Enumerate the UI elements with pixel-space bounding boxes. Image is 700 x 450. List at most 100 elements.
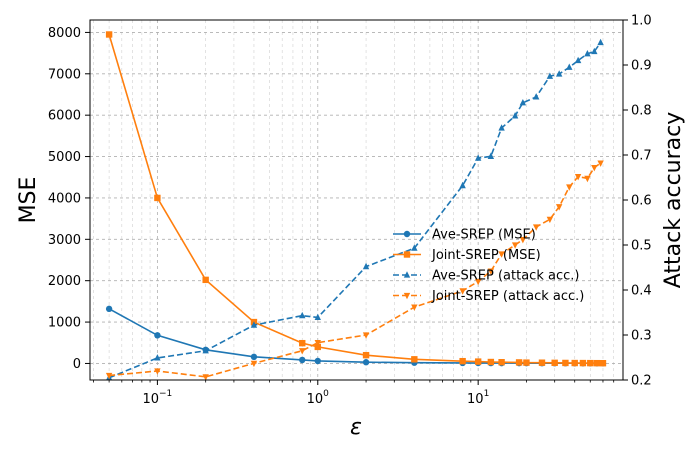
data-point: [519, 237, 527, 244]
data-point: [511, 112, 519, 119]
y-tick-label: 0: [73, 357, 81, 372]
y-axis-title-right: Attack accuracy: [661, 112, 686, 288]
y-axis-right: 0.2 0.3 0.4 0.5 0.6 0.7 0.8 0.9 1.0: [623, 14, 652, 389]
y-tick-label: 5000: [48, 150, 81, 165]
data-point: [487, 268, 495, 275]
data-point: [498, 251, 505, 258]
data-point: [202, 374, 209, 381]
x-axis-title: ε: [350, 415, 362, 440]
data-point: [411, 304, 418, 311]
x-axis: 10−1 100 101: [93, 380, 615, 407]
data-point: [362, 332, 370, 339]
data-point: [591, 47, 598, 55]
y-tick-label: 3000: [48, 233, 81, 248]
data-point: [584, 175, 591, 183]
data-point: [519, 99, 527, 106]
data-point: [202, 276, 209, 284]
y-tick-label: 1000: [48, 316, 81, 331]
y-tick-label: 6000: [48, 109, 81, 124]
data-point: [584, 49, 591, 57]
plot-background: [90, 20, 623, 380]
data-point: [566, 63, 573, 70]
data-point: [487, 152, 495, 159]
data-point: [555, 204, 563, 211]
data-point: [105, 305, 113, 313]
series-1: [105, 31, 607, 367]
y2-tick-label: 0.8: [631, 104, 652, 119]
data-point: [299, 339, 306, 347]
data-point: [411, 356, 418, 363]
data-point: [299, 311, 306, 319]
x-tick-label: 101: [467, 389, 489, 407]
data-point: [532, 224, 540, 231]
data-point: [154, 368, 161, 375]
y2-tick-label: 1.0: [631, 14, 652, 29]
legend-marker: [403, 292, 411, 300]
legend-label: Ave-SREP (attack acc.): [432, 269, 579, 284]
legend-entry: Joint-SREP (attack acc.): [393, 289, 584, 304]
data-point: [314, 340, 321, 347]
legend: Ave-SREP (MSE) Joint-SREP (MSE) Ave-SREP (…: [393, 228, 584, 304]
x-tick-label: 10−1: [142, 389, 172, 407]
data-point: [566, 184, 573, 191]
y-tick-label: 7000: [48, 67, 81, 82]
legend-label: Joint-SREP (attack acc.): [431, 289, 584, 304]
data-point: [538, 359, 546, 366]
data-point: [587, 359, 594, 367]
y2-tick-label: 0.3: [631, 329, 652, 344]
legend-label: Ave-SREP (MSE): [432, 228, 536, 243]
legend-label: Joint-SREP (MSE): [431, 248, 541, 263]
data-point: [459, 288, 466, 295]
y-tick-label: 4000: [48, 191, 81, 206]
data-point: [250, 360, 258, 368]
legend-entry: Ave-SREP (MSE): [393, 228, 536, 243]
data-point: [551, 359, 558, 367]
y2-tick-label: 0.6: [631, 194, 652, 209]
series-layer: [105, 31, 607, 381]
y-tick-label: 2000: [48, 274, 81, 289]
legend-marker: [403, 271, 411, 278]
data-point: [202, 346, 209, 354]
data-point: [459, 181, 466, 189]
data-point: [299, 356, 306, 364]
series-2: [105, 38, 604, 381]
data-point: [314, 357, 321, 365]
data-point: [362, 262, 370, 270]
data-point: [591, 165, 598, 172]
data-point: [487, 358, 495, 366]
data-point: [571, 359, 578, 367]
data-point: [574, 56, 582, 64]
data-point: [474, 358, 482, 365]
y-tick-label: 8000: [48, 26, 81, 41]
data-point: [546, 72, 554, 79]
y-axis-title-left: MSE: [16, 177, 41, 224]
data-point: [523, 359, 530, 366]
y2-tick-label: 0.7: [631, 149, 652, 164]
y2-tick-label: 0.2: [631, 374, 652, 389]
data-point: [562, 359, 569, 367]
series-3: [105, 160, 604, 381]
data-point: [459, 357, 466, 365]
data-point: [154, 354, 161, 361]
data-point: [314, 313, 321, 321]
data-point: [498, 124, 505, 131]
data-point: [314, 343, 321, 351]
legend-entry: Joint-SREP (MSE): [393, 248, 541, 263]
data-point: [105, 372, 113, 380]
data-point: [574, 174, 582, 181]
y2-tick-label: 0.5: [631, 239, 652, 254]
data-point: [362, 351, 370, 359]
data-point: [105, 31, 113, 38]
data-point: [599, 360, 607, 367]
data-point: [411, 244, 418, 251]
data-point: [597, 38, 604, 46]
legend-entry: Ave-SREP (attack acc.): [393, 269, 579, 284]
data-point: [555, 70, 563, 77]
data-point: [362, 359, 370, 366]
series-line: [108, 34, 603, 364]
data-point: [250, 353, 258, 361]
data-point: [597, 160, 604, 167]
data-point: [532, 93, 540, 100]
y2-tick-label: 0.9: [631, 59, 652, 74]
data-point: [498, 359, 505, 366]
